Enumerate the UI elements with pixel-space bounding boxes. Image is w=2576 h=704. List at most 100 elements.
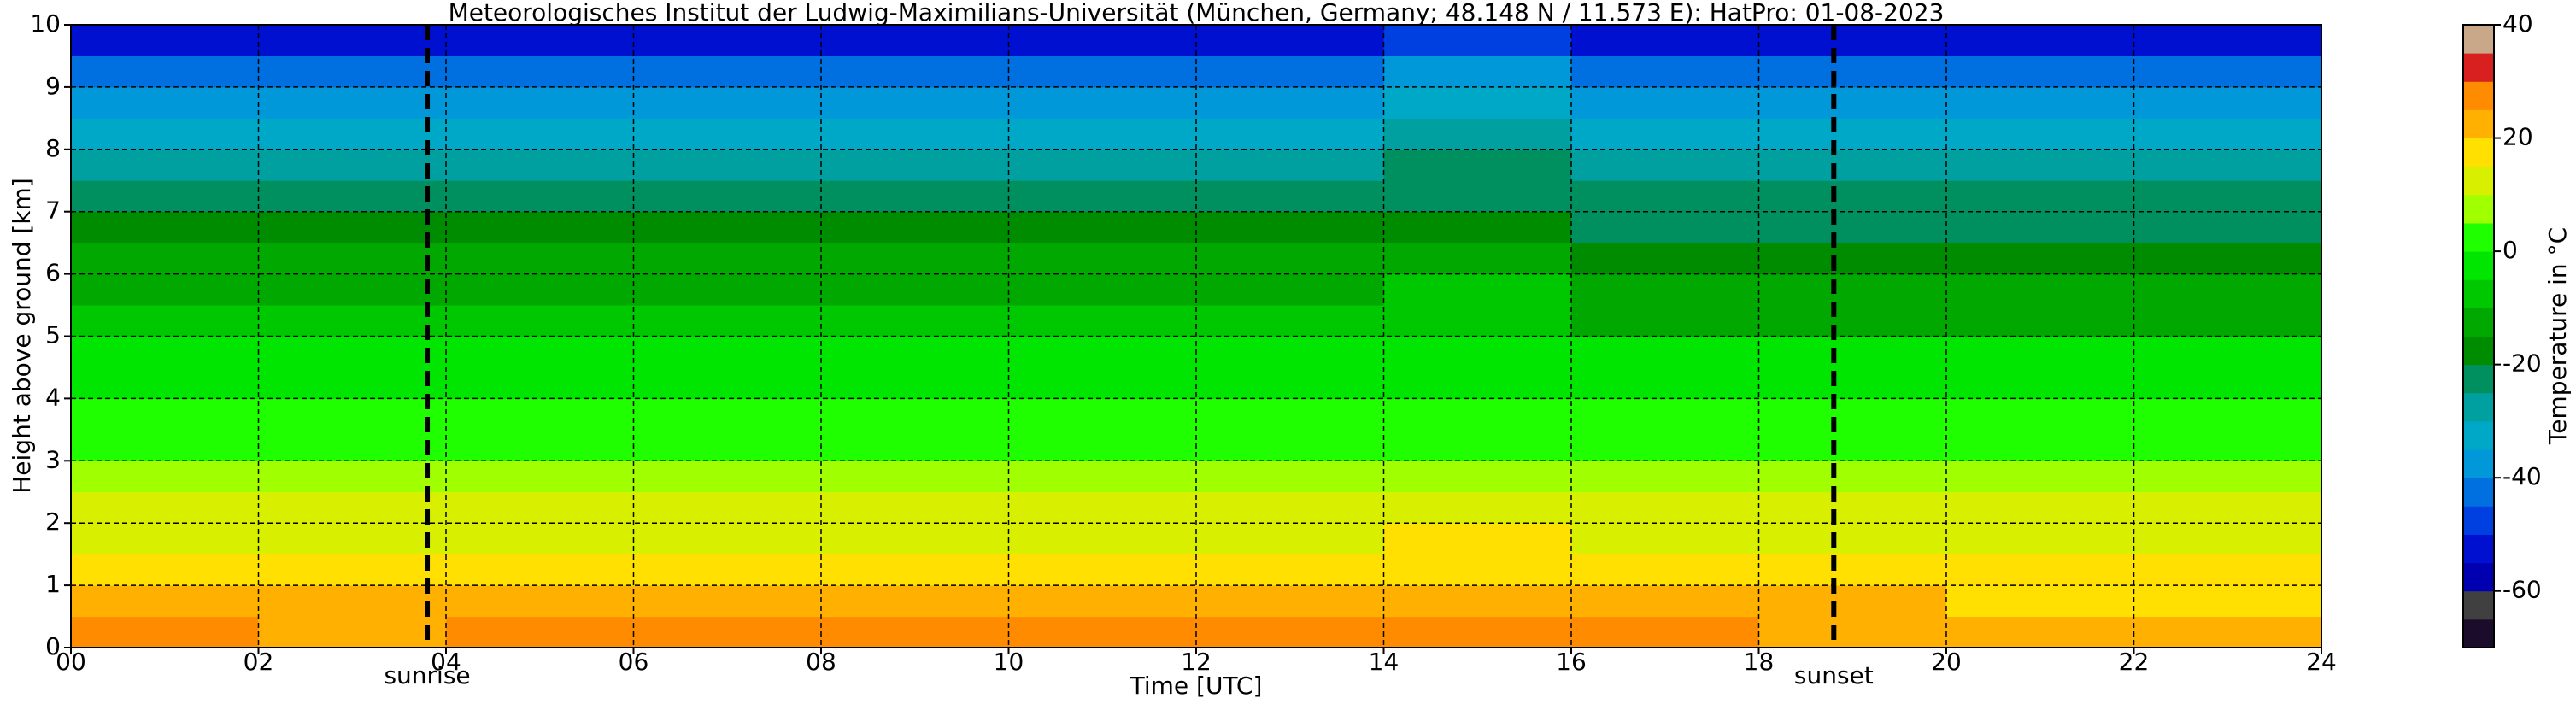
colorbar-segment: [2463, 279, 2494, 308]
heatmap-cell: [1196, 398, 1384, 431]
heatmap-cell: [1008, 86, 1197, 119]
heatmap-cell: [1571, 585, 1759, 618]
heatmap-cell: [1946, 616, 2134, 648]
heatmap-cell: [71, 461, 259, 493]
heatmap-cell: [633, 491, 822, 524]
x-tick-label: 14: [1369, 648, 1399, 676]
colorbar-segment: [2463, 619, 2494, 648]
heatmap-cell: [2133, 336, 2322, 368]
colorbar-segment: [2463, 478, 2494, 507]
heatmap-cell: [1383, 56, 1572, 88]
heatmap-cell: [1196, 25, 1384, 56]
heatmap-cell: [1946, 118, 2134, 150]
colorbar-segment: [2463, 420, 2494, 450]
heatmap-cell: [633, 336, 822, 368]
heatmap-cell: [1383, 149, 1572, 181]
heatmap-cell: [446, 336, 634, 368]
heatmap-cell: [1196, 523, 1384, 555]
heatmap-cell: [71, 336, 259, 368]
heatmap-cell: [2133, 211, 2322, 243]
heatmap-cell: [1196, 211, 1384, 243]
heatmap-cell: [1758, 25, 1947, 56]
heatmap-cell: [1758, 398, 1947, 431]
heatmap-cell: [258, 429, 447, 461]
heatmap-cell: [1196, 367, 1384, 399]
y-tick-label: 2: [45, 507, 61, 536]
heatmap-cell: [258, 398, 447, 431]
heatmap-cell: [71, 491, 259, 524]
heatmap-cell: [1571, 149, 1759, 181]
heatmap-cell: [71, 118, 259, 150]
heatmap-cell: [633, 118, 822, 150]
colorbar-segment: [2463, 562, 2494, 592]
heatmap-cell: [633, 211, 822, 243]
heatmap-cell: [1571, 86, 1759, 119]
heatmap-cell: [1196, 429, 1384, 461]
heatmap-cell: [821, 523, 1009, 555]
heatmap-cell: [821, 554, 1009, 586]
heatmap-cell: [258, 25, 447, 56]
heatmap-cell: [633, 180, 822, 213]
heatmap-cell: [1008, 118, 1197, 150]
heatmap-cell: [1196, 243, 1384, 275]
heatmap-cell: [1946, 398, 2134, 431]
heatmap-cell: [1196, 554, 1384, 586]
heatmap-cell: [1008, 461, 1197, 493]
heatmap-cell: [1758, 429, 1947, 461]
heatmap-cell: [1008, 149, 1197, 181]
heatmap-cell: [258, 585, 447, 618]
heatmap-cell: [71, 86, 259, 119]
heatmap-cell: [821, 491, 1009, 524]
heatmap-cell: [1758, 554, 1947, 586]
heatmap-cell: [1008, 491, 1197, 524]
heatmap-cell: [446, 118, 634, 150]
heatmap-cell: [1758, 616, 1947, 648]
heatmap-cell: [71, 429, 259, 461]
heatmap-cell: [71, 367, 259, 399]
heatmap-cell: [1946, 211, 2134, 243]
colorbar-segment: [2463, 81, 2494, 110]
heatmap-cell: [1196, 305, 1384, 337]
colorbar-segment: [2463, 506, 2494, 535]
heatmap-cell: [821, 616, 1009, 648]
heatmap-cell: [633, 149, 822, 181]
heatmap-cell: [2133, 180, 2322, 213]
heatmap-cell: [1383, 429, 1572, 461]
heatmap-cell: [1196, 491, 1384, 524]
heatmap-cell: [633, 461, 822, 493]
heatmap-cell: [258, 461, 447, 493]
heatmap-cell: [821, 398, 1009, 431]
colorbar-tick-label: -60: [2503, 576, 2542, 604]
heatmap-cell: [1946, 25, 2134, 56]
heatmap-cell: [1196, 273, 1384, 306]
heatmap-cell: [1383, 86, 1572, 119]
heatmap-cell: [1946, 491, 2134, 524]
heatmap-cell: [1571, 305, 1759, 337]
heatmap-cell: [1383, 305, 1572, 337]
colorbar-tick-label: 20: [2503, 123, 2533, 151]
heatmap-cell: [633, 56, 822, 88]
x-tick-label: 16: [1556, 648, 1587, 676]
heatmap-cell: [258, 273, 447, 306]
heatmap-cell: [258, 243, 447, 275]
heatmap-cell: [1571, 180, 1759, 213]
heatmap-cell: [1571, 56, 1759, 88]
heatmap-cell: [821, 180, 1009, 213]
heatmap-cell: [821, 211, 1009, 243]
colorbar-segment: [2463, 251, 2494, 280]
heatmap-cell: [1758, 243, 1947, 275]
heatmap-cell: [446, 56, 634, 88]
heatmap-cell: [633, 86, 822, 119]
heatmap-cell: [633, 305, 822, 337]
colorbar-frame: [2462, 24, 2495, 648]
heatmap-cell: [446, 491, 634, 524]
heatmap-cell: [1383, 25, 1572, 56]
heatmap-cell: [821, 149, 1009, 181]
heatmap-cell: [1383, 491, 1572, 524]
heatmap-cell: [2133, 491, 2322, 524]
heatmap-cell: [1008, 305, 1197, 337]
heatmap-cell: [258, 523, 447, 555]
heatmap-cell: [1008, 243, 1197, 275]
heatmap-cell: [71, 56, 259, 88]
colorbar-segment: [2463, 449, 2494, 478]
